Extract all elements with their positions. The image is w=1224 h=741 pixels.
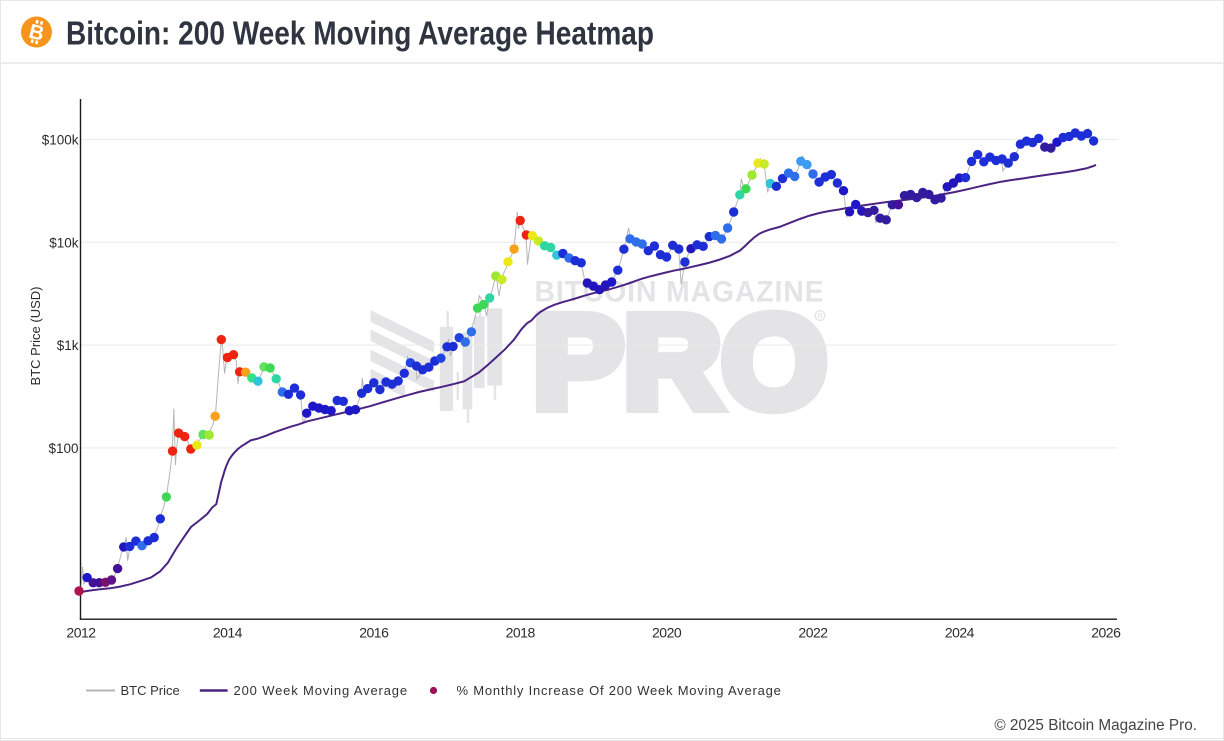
svg-text:200 Week Moving Average: 200 Week Moving Average [234,683,408,698]
svg-text:Bitcoin: 200 Week Moving Avera: Bitcoin: 200 Week Moving Average Heatmap [66,15,654,52]
svg-text:BTC Price: BTC Price [121,683,180,698]
svg-text:R: R [817,313,822,320]
svg-text:2012: 2012 [66,625,96,641]
svg-text:$100: $100 [48,441,78,456]
svg-text:B: B [27,20,47,46]
svg-text:BITCOIN MAGAZINE: BITCOIN MAGAZINE [535,276,825,309]
svg-text:BTC Price (USD): BTC Price (USD) [28,287,43,386]
svg-text:2016: 2016 [359,625,389,641]
svg-text:© 2025 Bitcoin Magazine Pro.: © 2025 Bitcoin Magazine Pro. [994,717,1197,734]
svg-text:2014: 2014 [213,625,243,641]
svg-text:2022: 2022 [798,625,828,641]
svg-text:2020: 2020 [652,625,682,641]
svg-text:PRO: PRO [533,288,827,435]
svg-text:% Monthly Increase Of 200 Week: % Monthly Increase Of 200 Week Moving Av… [457,683,782,698]
svg-text:$1k: $1k [57,338,79,353]
svg-text:2024: 2024 [945,625,975,641]
svg-text:$100k: $100k [42,133,79,148]
svg-text:$10k: $10k [49,235,79,250]
svg-text:2018: 2018 [506,625,536,641]
svg-text:2026: 2026 [1091,625,1121,641]
